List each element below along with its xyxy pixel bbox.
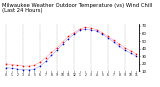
Text: Milwaukee Weather Outdoor Temperature (vs) Wind Chill (Last 24 Hours): Milwaukee Weather Outdoor Temperature (v… <box>2 3 152 13</box>
